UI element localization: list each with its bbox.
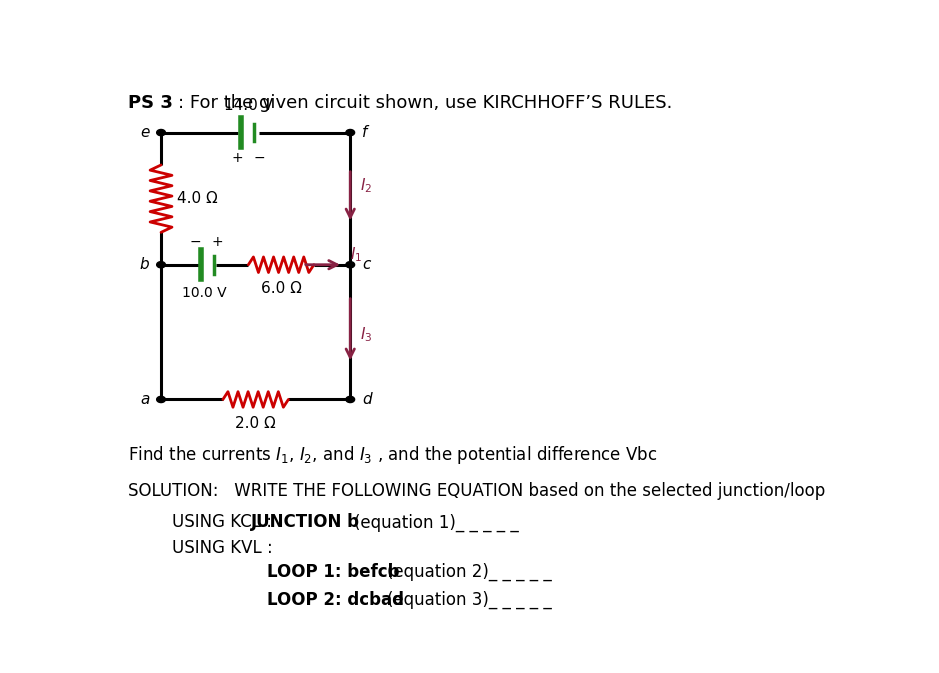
Circle shape <box>346 129 355 136</box>
Text: 6.0 Ω: 6.0 Ω <box>261 281 301 296</box>
Text: 10.0 V: 10.0 V <box>182 287 227 300</box>
Text: SOLUTION:   WRITE THE FOLLOWING EQUATION based on the selected junction/loop: SOLUTION: WRITE THE FOLLOWING EQUATION b… <box>129 483 825 500</box>
Text: c: c <box>362 257 370 272</box>
Text: +: + <box>212 235 223 249</box>
Circle shape <box>157 262 165 268</box>
Text: 4.0 Ω: 4.0 Ω <box>177 191 218 206</box>
Text: (equation 2)_ _ _ _ _: (equation 2)_ _ _ _ _ <box>387 563 551 581</box>
Text: b: b <box>140 257 149 272</box>
Text: LOOP 2: dcbad: LOOP 2: dcbad <box>267 591 404 609</box>
Text: 2.0 Ω: 2.0 Ω <box>236 416 276 431</box>
Text: (equation 1)_ _ _ _ _: (equation 1)_ _ _ _ _ <box>354 513 518 532</box>
Text: $I_3$: $I_3$ <box>361 325 373 344</box>
Circle shape <box>346 262 355 268</box>
Text: : For the given circuit shown, use KIRCHHOFF’S RULES.: : For the given circuit shown, use KIRCH… <box>177 94 672 112</box>
Text: USING KVL :: USING KVL : <box>172 539 272 557</box>
Text: 14.0 V: 14.0 V <box>224 98 273 113</box>
Text: d: d <box>362 392 372 407</box>
Text: LOOP 1: befcb: LOOP 1: befcb <box>267 563 399 581</box>
Circle shape <box>157 129 165 136</box>
Circle shape <box>346 396 355 402</box>
Text: f: f <box>362 125 367 140</box>
Text: e: e <box>140 125 149 140</box>
Text: +: + <box>232 151 243 165</box>
Circle shape <box>157 396 165 402</box>
Text: a: a <box>140 392 149 407</box>
Text: PS 3: PS 3 <box>129 94 173 112</box>
Text: −: − <box>190 235 201 249</box>
Text: $I_1$: $I_1$ <box>350 245 362 264</box>
Text: $I_2$: $I_2$ <box>361 176 373 195</box>
Text: USING KCL :: USING KCL : <box>172 513 277 532</box>
Text: (equation 3)_ _ _ _ _: (equation 3)_ _ _ _ _ <box>387 591 551 610</box>
Text: −: − <box>254 151 265 165</box>
Text: JUNCTION b: JUNCTION b <box>251 513 360 532</box>
Text: Find the currents $I_1$, $I_2$, and $I_3$ , and the potential difference Vbc: Find the currents $I_1$, $I_2$, and $I_3… <box>129 444 657 466</box>
